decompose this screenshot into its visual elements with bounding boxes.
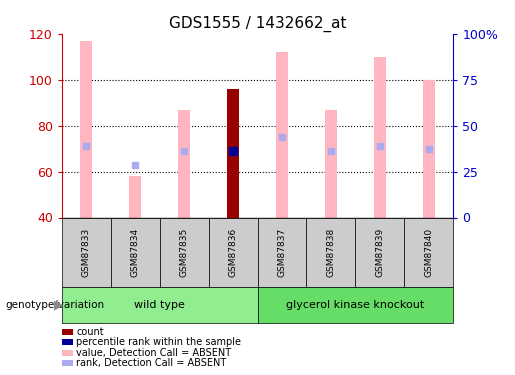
Text: genotype/variation: genotype/variation xyxy=(5,300,104,310)
Point xyxy=(278,134,286,140)
Text: GSM87834: GSM87834 xyxy=(131,228,140,277)
Text: GSM87840: GSM87840 xyxy=(424,228,433,277)
Bar xyxy=(423,80,435,218)
Bar xyxy=(129,176,141,218)
Text: wild type: wild type xyxy=(134,300,185,310)
Text: ▶: ▶ xyxy=(54,298,64,311)
Point xyxy=(82,143,91,149)
Text: value, Detection Call = ABSENT: value, Detection Call = ABSENT xyxy=(76,348,231,358)
Title: GDS1555 / 1432662_at: GDS1555 / 1432662_at xyxy=(169,16,346,32)
Text: GSM87837: GSM87837 xyxy=(278,228,286,277)
Bar xyxy=(276,52,288,217)
Bar xyxy=(227,89,239,218)
Text: percentile rank within the sample: percentile rank within the sample xyxy=(76,338,241,347)
Text: glycerol kinase knockout: glycerol kinase knockout xyxy=(286,300,424,310)
Point xyxy=(180,148,188,154)
Text: count: count xyxy=(76,327,104,337)
Text: GSM87839: GSM87839 xyxy=(375,228,384,277)
Text: GSM87835: GSM87835 xyxy=(180,228,188,277)
Point xyxy=(375,143,384,149)
Point xyxy=(424,146,433,152)
Text: rank, Detection Call = ABSENT: rank, Detection Call = ABSENT xyxy=(76,358,227,368)
Bar xyxy=(325,110,337,218)
Bar xyxy=(178,110,190,218)
Point xyxy=(229,148,237,154)
Bar xyxy=(227,89,239,218)
Bar xyxy=(374,57,386,217)
Point xyxy=(229,148,237,154)
Text: GSM87838: GSM87838 xyxy=(327,228,335,277)
Text: GSM87833: GSM87833 xyxy=(82,228,91,277)
Point xyxy=(131,162,139,168)
Point xyxy=(327,148,335,154)
Text: GSM87836: GSM87836 xyxy=(229,228,237,277)
Bar xyxy=(80,40,92,218)
